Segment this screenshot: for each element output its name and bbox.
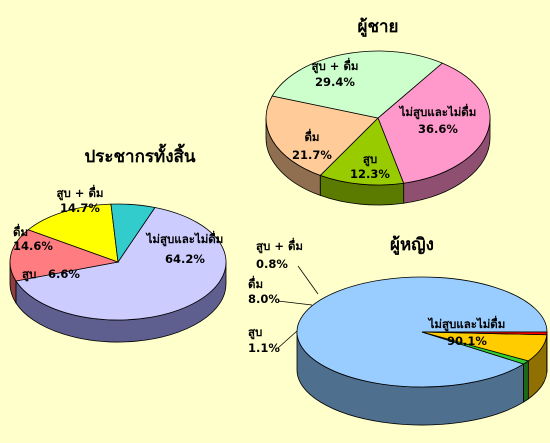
slice-value-label: 12.3% <box>350 167 390 181</box>
slice-value-label: 36.6% <box>418 122 458 136</box>
leader-line <box>277 300 313 306</box>
pie-slice <box>110 203 156 264</box>
pie-slice <box>9 229 120 282</box>
slice-label: ไม่สูบและไม่ดื่ม <box>145 230 224 247</box>
slice-label: ดื่ม <box>13 223 28 239</box>
slice-value-label: 90.1% <box>447 334 487 348</box>
slice-label: สูบ + ดื่ม <box>256 237 303 254</box>
chart-title: ผู้หญิง <box>390 235 434 256</box>
pie-slice <box>271 50 443 119</box>
slice-label: สูบ + ดื่ม <box>311 57 358 74</box>
slice-label: สูบ <box>248 325 262 340</box>
slice-value-label: 14.6% <box>13 239 53 253</box>
slice-value-label: 1.1% <box>248 341 280 355</box>
slice-label: ไม่สูบและไม่ดื่ม <box>427 315 506 332</box>
slice-label: ดื่ม <box>304 128 319 144</box>
slice-label: สูบ <box>22 267 36 282</box>
slice-value-label: 8.0% <box>248 292 280 306</box>
pie-slice <box>319 117 405 186</box>
slice-value-label: 29.4% <box>315 75 355 89</box>
pie-slice <box>27 203 119 263</box>
chart-title: ผู้ชาย <box>357 17 398 38</box>
leader-line <box>297 265 319 295</box>
slice-label: สูบ + ดื่ม <box>56 184 103 201</box>
pie-slice <box>377 62 491 184</box>
pie-chart-3: ผู้หญิงไม่สูบและไม่ดื่ม 90.1% สูบ1.1% ดื่ม8… <box>248 235 548 426</box>
pie-slice <box>421 331 548 336</box>
slice-value-label: 0.8% <box>256 257 288 271</box>
slice-value-label: 6.6% <box>48 267 80 281</box>
pie-slice-side <box>523 360 529 403</box>
slice-value-label: 21.7% <box>292 148 332 162</box>
slice-value-label: 64.2% <box>165 252 205 266</box>
slice-value-label: 14.7% <box>60 201 100 215</box>
slice-label: ดื่ม <box>248 275 263 291</box>
pie-slice <box>265 95 379 176</box>
slice-label: สูบ <box>363 152 377 167</box>
slice-label: ไม่สูบและไม่ดื่ม <box>398 103 477 120</box>
pie-chart-1: ประชากรทั้งสิ้นไม่สูบและไม่ดื่ม 64.2% สูบ … <box>9 143 227 343</box>
leader-line <box>277 330 298 349</box>
pie-slice <box>15 207 227 321</box>
chart-title: ประชากรทั้งสิ้น <box>84 143 195 167</box>
